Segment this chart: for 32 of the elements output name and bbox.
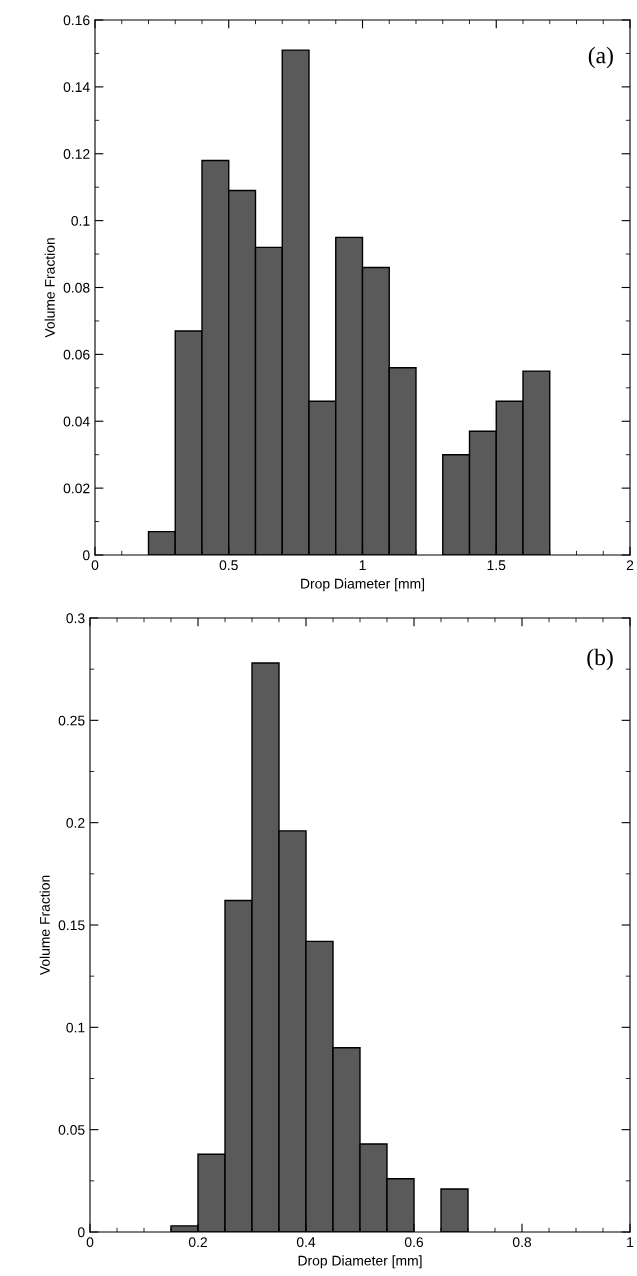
y-tick-label: 0.12 <box>63 149 90 159</box>
y-tick-label: 0 <box>77 1227 85 1238</box>
annotation: (b) <box>587 648 613 671</box>
x-axis-title: Drop Diameter [mm] <box>301 578 425 592</box>
y-tick-label: 0.05 <box>58 1125 85 1135</box>
x-tick-label: 1 <box>359 560 366 570</box>
x-tick-label: 0.4 <box>296 1237 316 1248</box>
x-tick-label: 2 <box>626 560 634 570</box>
y-axis-title: Volume Fraction <box>39 875 50 976</box>
y-axis-title: Volume Fraction <box>44 238 55 338</box>
x-tick-label: 0 <box>91 560 99 571</box>
x-tick-label: 0.6 <box>404 1237 424 1248</box>
annotation: (a) <box>588 46 613 69</box>
y-tick-label: 0.15 <box>58 920 85 931</box>
y-tick-label: 0.04 <box>63 416 90 427</box>
y-tick-label: 0.2 <box>66 818 85 828</box>
y-tick-label: 0.25 <box>58 715 85 726</box>
x-tick-label: 0.2 <box>188 1237 207 1248</box>
x-tick-label: 0.5 <box>219 560 238 571</box>
y-tick-label: 0.08 <box>63 282 90 293</box>
x-tick-label: 0.8 <box>512 1237 532 1248</box>
y-tick-label: 0.02 <box>63 483 90 494</box>
y-tick-label: 0.16 <box>63 15 90 26</box>
y-tick-label: 0.06 <box>63 349 90 360</box>
y-tick-label: 0.14 <box>63 82 90 93</box>
y-tick-label: 0.1 <box>66 1022 85 1033</box>
x-tick-label: 1 <box>627 1237 634 1247</box>
x-tick-label: 1.5 <box>487 560 506 571</box>
x-axis-title: Drop Diameter [mm] <box>298 1255 422 1269</box>
y-tick-label: 0 <box>82 550 90 561</box>
y-tick-label: 0.1 <box>71 215 90 226</box>
y-tick-label: 0.3 <box>66 613 85 624</box>
